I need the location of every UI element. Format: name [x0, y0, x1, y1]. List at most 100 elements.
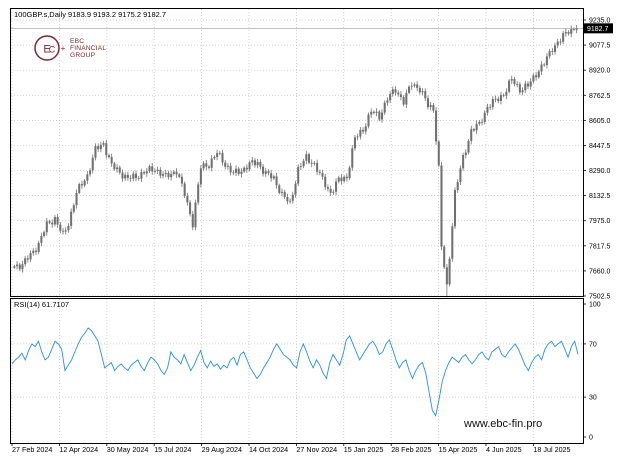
- candle-body: [313, 162, 316, 164]
- candle-body: [248, 162, 251, 170]
- candle-body: [148, 166, 151, 172]
- price-tick-label: 8132.5: [589, 193, 611, 200]
- candlestick-series: [13, 24, 578, 298]
- candle-body: [191, 214, 194, 228]
- price-tick-label: 7660.0: [589, 268, 611, 275]
- candle-body: [437, 141, 440, 166]
- candle-body: [421, 91, 424, 93]
- candle-body: [410, 85, 413, 87]
- candle-body: [80, 184, 83, 186]
- candle-body: [205, 163, 208, 167]
- candle-body: [216, 153, 219, 157]
- candle-body: [556, 41, 559, 46]
- current-price-label: 9182.7: [587, 26, 609, 33]
- rsi-tick-label: 0: [589, 435, 593, 442]
- candle-body: [218, 152, 221, 154]
- rsi-tick-label: 100: [589, 302, 601, 309]
- price-tick-label: 8447.5: [589, 143, 611, 150]
- candle-body: [494, 98, 497, 100]
- candle-body: [386, 100, 389, 103]
- candle-body: [391, 89, 394, 94]
- candle-body: [137, 178, 140, 179]
- candle-body: [372, 111, 375, 113]
- candle-body: [232, 172, 235, 174]
- candle-body: [140, 172, 143, 179]
- ebc-logo: E C + EBC FINANCIAL GROUP: [33, 33, 123, 69]
- candle-body: [491, 98, 494, 108]
- candle-body: [402, 97, 405, 105]
- rsi-indicator-pane[interactable]: [10, 298, 584, 444]
- candle-body: [64, 230, 67, 232]
- candle-body: [21, 264, 24, 270]
- candle-body: [324, 176, 327, 188]
- main-chart-pane[interactable]: [10, 8, 584, 297]
- rsi-header: RSI(14) 61.7107: [14, 300, 70, 309]
- logo-line-2: FINANCIAL: [70, 45, 107, 52]
- candle-body: [78, 184, 81, 193]
- candle-body: [497, 98, 500, 102]
- candle-body: [510, 79, 513, 81]
- watermark-url: www.ebc-fin.pro: [464, 418, 543, 430]
- svg-text:C: C: [49, 45, 56, 55]
- candle-body: [340, 177, 343, 182]
- candle-body: [364, 126, 367, 132]
- candle-body: [291, 194, 294, 201]
- candle-body: [251, 160, 254, 163]
- candle-body: [351, 148, 354, 168]
- time-tick-label: 30 May 2024: [107, 445, 149, 454]
- candle-body: [440, 165, 443, 247]
- candle-body: [394, 89, 397, 93]
- candle-body: [164, 172, 167, 175]
- candle-body: [94, 146, 97, 158]
- candle-body: [326, 187, 329, 189]
- price-tick-label: 7817.5: [589, 243, 611, 250]
- candle-body: [240, 171, 243, 174]
- candle-body: [278, 185, 281, 193]
- rsi-tick-label: 70: [589, 341, 597, 348]
- symbol-header: 100GBP.s,Daily 9183.9 9193.2 9175.2 9182…: [14, 10, 167, 19]
- ebc-logo-icon: E C +: [34, 35, 66, 61]
- candle-body: [348, 167, 351, 179]
- candle-body: [413, 84, 416, 86]
- time-tick-label: 15 Jul 2024: [154, 445, 191, 454]
- candle-body: [53, 217, 56, 225]
- candle-body: [199, 168, 202, 185]
- candle-body: [40, 236, 43, 243]
- rsi-series: [11, 327, 579, 417]
- candle-body: [399, 94, 402, 98]
- candle-body: [162, 174, 165, 176]
- candle-body: [26, 258, 29, 260]
- candle-body: [194, 202, 197, 228]
- candle-body: [221, 152, 224, 163]
- candle-body: [564, 31, 567, 34]
- candle-body: [286, 197, 289, 202]
- candle-body: [486, 106, 489, 113]
- candle-body: [513, 79, 516, 85]
- candle-body: [13, 266, 16, 268]
- candle-body: [134, 173, 138, 179]
- candle-body: [170, 173, 173, 178]
- candle-body: [259, 161, 262, 167]
- candle-body: [380, 112, 384, 120]
- candle-body: [153, 170, 156, 172]
- candle-body: [189, 202, 192, 215]
- candle-body: [424, 91, 427, 99]
- candle-body: [518, 84, 521, 93]
- candle-body: [505, 91, 508, 96]
- candle-body: [551, 51, 554, 52]
- candle-body: [172, 171, 175, 174]
- candle-body: [405, 92, 408, 105]
- candle-body: [483, 112, 486, 123]
- candle-body: [443, 246, 446, 268]
- candle-body: [107, 155, 110, 158]
- candle-body: [499, 95, 502, 102]
- candle-body: [121, 172, 124, 179]
- candle-body: [226, 165, 229, 167]
- candle-body: [529, 81, 532, 87]
- candle-body: [359, 129, 362, 137]
- candle-body: [562, 33, 565, 42]
- candle-body: [316, 162, 319, 172]
- candle-body: [124, 174, 127, 179]
